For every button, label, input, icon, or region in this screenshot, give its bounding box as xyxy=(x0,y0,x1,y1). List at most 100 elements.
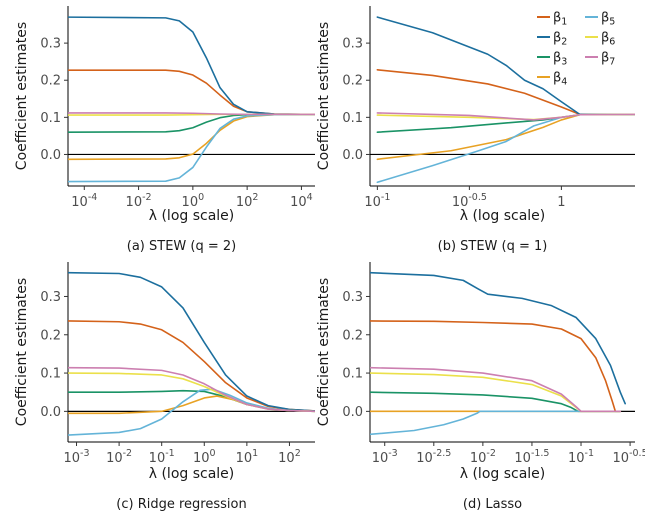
legend-subscript: 7 xyxy=(609,57,615,68)
y-tick-label: 0.2 xyxy=(40,74,61,89)
x-tick-exponent: 2 xyxy=(295,448,301,459)
series-line-b5 xyxy=(376,113,635,184)
y-tick-label: 0.1 xyxy=(342,111,363,126)
x-tick-exponent: -3 xyxy=(80,448,89,459)
x-tick-base: 10 xyxy=(149,451,166,466)
x-tick-label: 100 xyxy=(193,448,216,466)
y-tick-label: 0.3 xyxy=(40,37,61,52)
x-axis-title: λ (log scale) xyxy=(149,208,235,224)
legend-label-b3: β3 xyxy=(553,51,567,68)
x-tick-exponent: -1.5 xyxy=(531,448,550,459)
series-line-b3 xyxy=(370,391,622,413)
x-tick-exponent: -0.5 xyxy=(468,192,487,203)
x-tick-base: 10 xyxy=(236,451,253,466)
y-tick-label: 0.1 xyxy=(40,367,61,382)
x-tick-exponent: -1 xyxy=(165,448,174,459)
series-line-b3 xyxy=(68,113,315,133)
x-tick-base: 10 xyxy=(568,451,585,466)
x-tick-label: 10-2 xyxy=(106,448,132,466)
series-line-b7 xyxy=(370,366,622,413)
legend-symbol: β xyxy=(601,51,609,66)
x-tick-base: 10 xyxy=(514,451,531,466)
panel-caption: (b) STEW (q = 1) xyxy=(438,239,548,254)
legend-symbol: β xyxy=(553,51,561,66)
series-line-b1 xyxy=(376,69,635,116)
x-tick-exponent: -2 xyxy=(123,448,132,459)
y-tick-label: 0.3 xyxy=(342,290,363,305)
y-tick-label: 0.0 xyxy=(40,405,61,420)
panel-3: 0.00.10.20.310-3 10-2 10-1 100 101 102Coeffic… xyxy=(14,262,315,512)
y-axis-title: Coefficient estimates xyxy=(316,278,332,426)
panel-caption: (c) Ridge regression xyxy=(116,497,246,512)
series-line-b5 xyxy=(68,388,315,436)
series-line-b1 xyxy=(370,320,622,413)
x-tick-base: 10 xyxy=(290,195,307,210)
legend-label-b4: β4 xyxy=(553,71,567,88)
y-tick-label: 0.0 xyxy=(342,405,363,420)
x-tick-label: 102 xyxy=(278,448,301,466)
x-tick-base: 10 xyxy=(372,451,389,466)
x-axis-title: λ (log scale) xyxy=(460,208,546,224)
x-tick-exponent: -2 xyxy=(486,448,495,459)
legend-subscript: 2 xyxy=(561,37,567,48)
y-tick-label: 0.2 xyxy=(342,74,363,89)
series-line-b7 xyxy=(68,366,315,413)
x-tick-label: 102 xyxy=(236,192,259,210)
x-tick-base: 10 xyxy=(236,195,253,210)
x-tick-base: 10 xyxy=(364,195,381,210)
x-tick-label: 10-1 xyxy=(568,448,594,466)
series-line-b5 xyxy=(68,113,315,183)
series-line-b2 xyxy=(376,16,635,116)
x-tick-base: 10 xyxy=(71,195,88,210)
y-tick-label: 0.3 xyxy=(342,37,363,52)
y-tick-label: 0.0 xyxy=(342,148,363,163)
series-line-b2 xyxy=(68,271,315,412)
y-tick-label: 0.2 xyxy=(342,328,363,343)
x-tick-base: 10 xyxy=(452,195,469,210)
x-tick-exponent: 0 xyxy=(198,192,204,203)
series-line-b1 xyxy=(68,320,315,412)
panel-4: 0.00.10.20.310-3 10-2.5 10-2 10-1.5 10-1 10-0… xyxy=(316,262,645,512)
x-tick-base: 10 xyxy=(126,195,143,210)
panel-caption: (a) STEW (q = 2) xyxy=(127,239,236,254)
legend-subscript: 4 xyxy=(561,77,567,88)
legend-subscript: 6 xyxy=(609,37,615,48)
x-tick-label: 10-1 xyxy=(364,192,390,210)
legend-label-b1: β1 xyxy=(553,11,567,28)
legend-label-b5: β5 xyxy=(601,11,615,28)
legend-symbol: β xyxy=(553,71,561,86)
y-tick-label: 0.2 xyxy=(40,328,61,343)
legend-symbol: β xyxy=(553,31,561,46)
series-group xyxy=(68,271,315,436)
legend-label-b2: β2 xyxy=(553,31,567,48)
x-tick-exponent: 2 xyxy=(252,192,258,203)
series-line-b5 xyxy=(370,410,622,436)
legend-label-b6: β6 xyxy=(601,31,615,48)
x-tick-label: 10-2.5 xyxy=(416,448,451,466)
series-line-b7 xyxy=(68,112,315,116)
series-line-b4 xyxy=(68,113,315,161)
x-tick-base: 10 xyxy=(193,451,210,466)
x-tick-label: 104 xyxy=(290,192,313,210)
x-tick-base: 10 xyxy=(278,451,295,466)
x-tick-exponent: -3 xyxy=(388,448,397,459)
x-tick-exponent: -1 xyxy=(585,448,594,459)
legend-subscript: 1 xyxy=(561,17,567,28)
series-line-b7 xyxy=(376,112,635,121)
legend-subscript: 5 xyxy=(609,17,615,28)
series-line-b4 xyxy=(68,395,315,415)
series-group xyxy=(68,16,315,183)
x-tick-base: 10 xyxy=(613,451,630,466)
x-tick-label: 10-1.5 xyxy=(514,448,549,466)
y-tick-label: 0.1 xyxy=(342,367,363,382)
legend-symbol: β xyxy=(601,31,609,46)
y-axis-title: Coefficient estimates xyxy=(14,22,30,170)
y-tick-label: 0.3 xyxy=(40,290,61,305)
x-tick-label: 10-4 xyxy=(71,192,97,210)
x-tick-base: 10 xyxy=(64,451,81,466)
x-axis-title: λ (log scale) xyxy=(460,466,546,482)
x-tick-base: 10 xyxy=(106,451,123,466)
